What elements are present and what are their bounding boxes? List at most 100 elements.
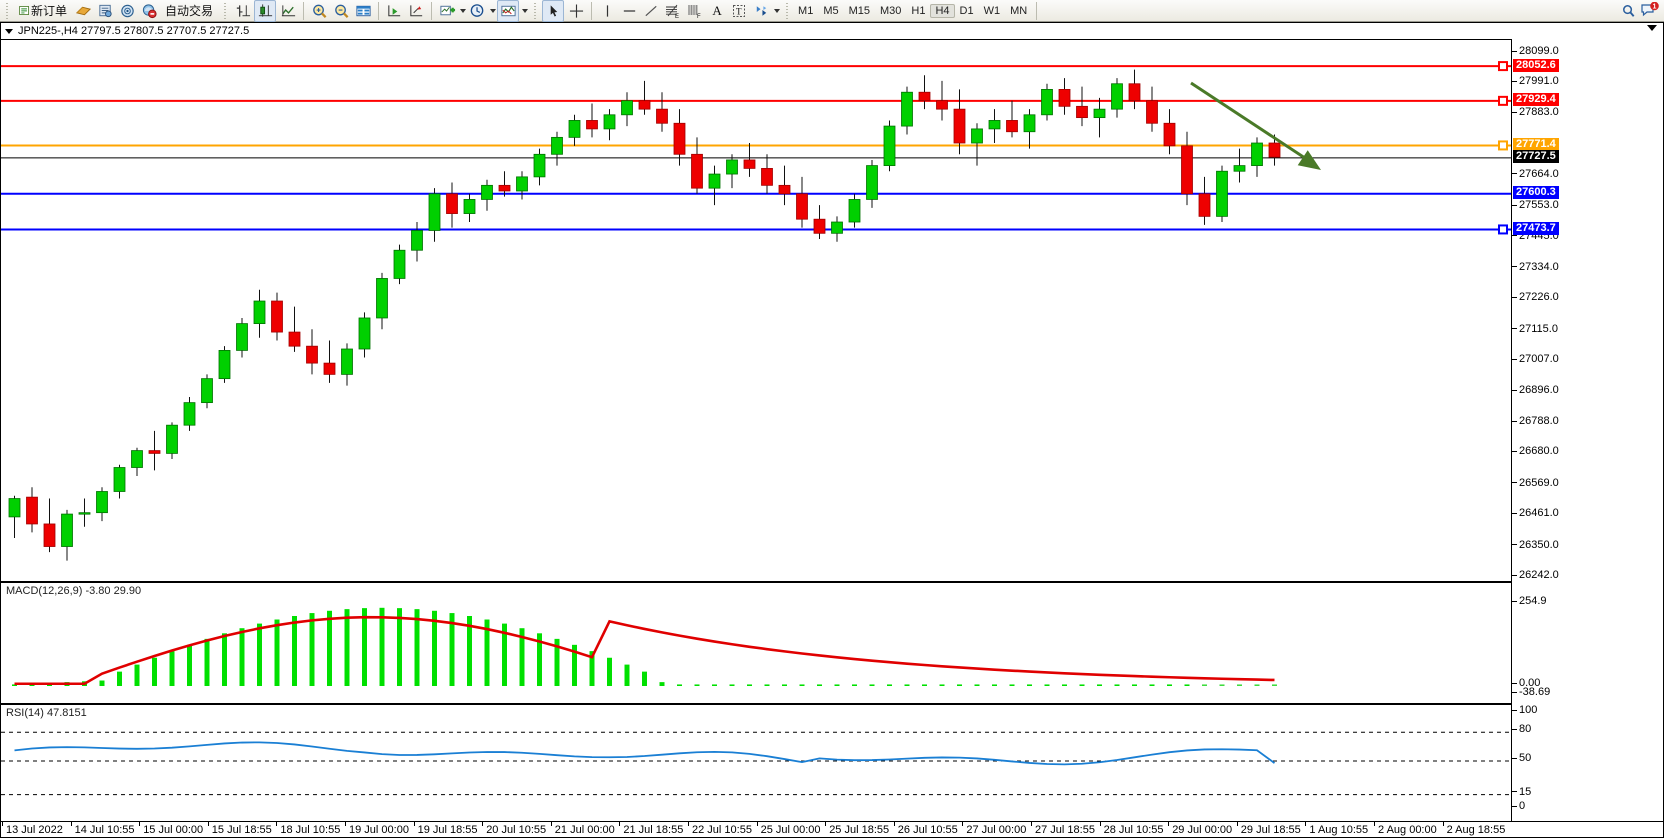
macd-tick: 254.9 — [1512, 595, 1547, 607]
chart-shift-button[interactable] — [406, 1, 426, 21]
auto-scroll-button[interactable] — [384, 1, 404, 21]
alerts-icon: 1 — [1641, 2, 1659, 17]
macd-histogram-bar — [1044, 684, 1050, 686]
label-icon: T — [733, 4, 746, 17]
period-button[interactable] — [467, 1, 487, 21]
fibo-button[interactable]: E — [663, 1, 683, 21]
level-tag-27929.4[interactable]: 27929.4 — [1513, 93, 1559, 107]
time-tick — [1168, 822, 1170, 826]
macd-histogram-bar — [1149, 684, 1155, 686]
horizontal-line-button[interactable] — [619, 1, 639, 21]
candle-body — [288, 331, 301, 347]
price-axis[interactable]: 28099.0 27991.0 27883.0 27664.0 27553.0 27445… — [1511, 39, 1664, 821]
toolbar-grip-4[interactable] — [783, 1, 791, 20]
rsi-canvas[interactable] — [1, 705, 1511, 821]
chart-menu-icon[interactable] — [5, 28, 13, 34]
time-axis[interactable]: 13 Jul 2022 14 Jul 10:55 15 Jul 00:00 15 Ju… — [1, 821, 1664, 838]
level-tag-28052.6[interactable]: 28052.6 — [1513, 58, 1559, 72]
cursor-button[interactable] — [542, 0, 565, 22]
price-pane[interactable] — [1, 39, 1511, 581]
timeframe-m15[interactable]: M15 — [848, 4, 870, 17]
chart-titlebar: JPN225-,H4 27797.5 27807.5 27707.5 27727… — [1, 23, 1663, 39]
bar-chart-button[interactable] — [232, 1, 252, 21]
trendline-button[interactable] — [641, 1, 661, 21]
level-tag-27473.7[interactable]: 27473.7 — [1513, 221, 1559, 235]
vertical-line-button[interactable] — [597, 1, 617, 21]
time-tick — [688, 822, 689, 826]
crosshair-button[interactable] — [566, 1, 586, 21]
line-chart-button[interactable] — [278, 1, 298, 21]
macd-histogram-bar — [729, 684, 735, 686]
macd-histogram-bar — [327, 610, 332, 686]
macd-histogram-bar — [904, 684, 910, 686]
macd-canvas[interactable] — [1, 583, 1511, 703]
timeframe-w1[interactable]: W1 — [983, 4, 1001, 17]
templates-button[interactable] — [497, 0, 520, 22]
macd-histogram-bar — [362, 608, 367, 686]
level-tag-27600.3[interactable]: 27600.3 — [1513, 186, 1559, 200]
toolbar-grip[interactable] — [3, 1, 10, 20]
candle-body — [778, 184, 791, 195]
fibo-fan-button[interactable]: F — [685, 1, 705, 21]
timeframe-m30[interactable]: M30 — [880, 4, 902, 17]
expert-advisor-button[interactable] — [73, 1, 93, 21]
level-tag-27771.4[interactable]: 27771.4 — [1513, 137, 1559, 151]
candle-body — [61, 513, 73, 547]
autotrading-button[interactable] — [139, 1, 159, 21]
label-button[interactable]: T — [729, 1, 749, 21]
templates-dropdown-caret[interactable] — [522, 8, 529, 13]
timeframe-m1[interactable]: M1 — [798, 4, 814, 17]
grid-button[interactable] — [353, 1, 373, 21]
candle-body — [393, 249, 406, 279]
zoom-out-button[interactable] — [331, 1, 351, 21]
price-tick: 26569.0 — [1512, 477, 1559, 489]
indicators-button[interactable] — [437, 1, 457, 21]
candlestick-chart-button[interactable] — [254, 0, 277, 22]
horizontal-line-icon — [623, 9, 635, 12]
level-tag-27727.5[interactable]: 27727.5 — [1513, 150, 1559, 164]
alerts-button[interactable]: 1 — [1640, 1, 1660, 21]
time-tick — [207, 822, 209, 826]
macd-pane[interactable]: MACD(12,26,9) -3.80 29.90 — [1, 581, 1511, 703]
search-button[interactable] — [1618, 1, 1638, 21]
macd-histogram-bar — [589, 651, 595, 686]
autotrading-label-button[interactable]: 自动交易 — [161, 1, 217, 21]
chart-title: JPN225-,H4 27797.5 27807.5 27707.5 27727… — [18, 25, 250, 37]
navigator-button[interactable] — [117, 1, 137, 21]
timeframe-m5[interactable]: M5 — [823, 4, 839, 17]
timeframe-h1[interactable]: H1 — [911, 4, 926, 17]
timeframe-mn[interactable]: MN — [1010, 4, 1028, 17]
indicators-dropdown-caret[interactable] — [460, 8, 467, 13]
chevron-down-icon[interactable] — [1647, 25, 1657, 31]
new-order-button[interactable]: 新订单 — [14, 1, 71, 21]
timeframe-d1[interactable]: D1 — [959, 4, 974, 17]
time-tick — [1031, 822, 1032, 826]
macd-histogram-bar — [852, 684, 857, 686]
candle-body — [1058, 89, 1071, 107]
time-tick — [1099, 822, 1101, 826]
rsi-tick: 50 — [1512, 752, 1531, 764]
macd-histogram-bar — [414, 609, 420, 686]
data-window-button[interactable] — [95, 1, 115, 21]
toolbar-grip-2[interactable] — [221, 1, 229, 20]
time-tick — [139, 822, 141, 826]
text-button[interactable]: A — [707, 1, 727, 21]
candle-body — [1268, 142, 1281, 158]
rsi-pane[interactable]: RSI(14) 47.8151 — [1, 703, 1511, 821]
timeframe-h4[interactable]: H4 — [930, 3, 955, 18]
price-tick-label: 26680.0 — [1519, 445, 1559, 458]
toolbar-grip-3[interactable] — [531, 1, 539, 20]
shapes-dropdown-caret[interactable] — [774, 8, 781, 13]
shapes-button[interactable] — [751, 1, 771, 21]
macd-histogram-bar — [1132, 684, 1137, 686]
period-dropdown-caret[interactable] — [490, 8, 497, 13]
macd-tick: -38.69 — [1512, 686, 1550, 698]
zoom-in-button[interactable] — [309, 1, 329, 21]
macd-histogram-bar — [1272, 684, 1277, 686]
time-tick — [345, 822, 346, 826]
price-chart-canvas[interactable] — [1, 40, 1511, 581]
data-window-icon — [98, 4, 112, 17]
macd-histogram-bar — [1237, 684, 1242, 686]
time-tick-label: 25 Jul 18:55 — [829, 824, 890, 836]
candle-body — [708, 173, 721, 189]
